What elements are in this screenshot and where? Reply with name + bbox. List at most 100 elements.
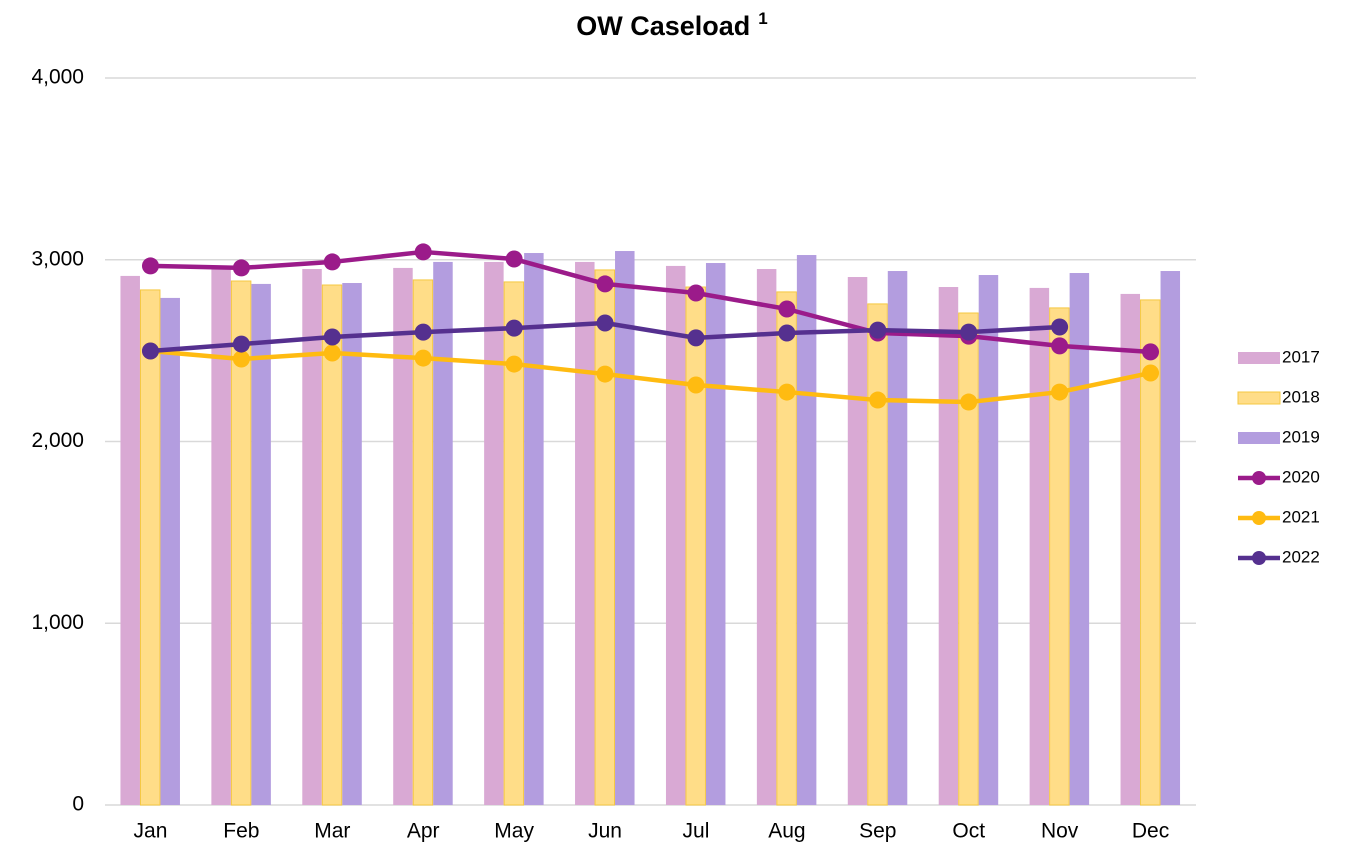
legend-marker (1252, 511, 1266, 525)
bar (1120, 293, 1141, 805)
x-tick-label: Jan (134, 820, 168, 843)
line-marker (960, 393, 978, 411)
legend-swatch (1237, 391, 1281, 405)
line-marker (323, 253, 341, 271)
line-marker (232, 335, 250, 353)
line-marker (505, 250, 523, 268)
line-marker (1142, 343, 1160, 361)
line-marker (141, 342, 159, 360)
lines (141, 243, 1160, 411)
bar (160, 297, 180, 805)
grid (105, 77, 1196, 806)
y-tick-label: 1,000 (31, 611, 84, 634)
line-marker (1142, 364, 1160, 382)
bar (887, 271, 908, 805)
bar (230, 280, 252, 806)
bar (412, 279, 434, 806)
bar (503, 281, 525, 806)
bar (1140, 299, 1161, 806)
line-marker (232, 259, 250, 277)
legend: 2017 2018 2019 2020 2021 2022 (1237, 347, 1320, 566)
bar (575, 261, 595, 805)
line (150, 249, 1151, 355)
x-tick-label: Dec (1132, 820, 1169, 843)
line-marker (414, 243, 432, 261)
x-tick-label: Oct (952, 820, 985, 843)
line-marker (869, 321, 887, 339)
legend-label: 2017 (1282, 347, 1320, 366)
bar (1069, 273, 1090, 805)
line-marker (596, 314, 614, 332)
y-tick-label: 2,000 (31, 429, 84, 452)
bar (484, 261, 504, 805)
chart-title: OW Caseload 1 (576, 9, 768, 41)
line-marker (1051, 383, 1069, 401)
bar (1160, 271, 1181, 805)
y-tick-label: 3,000 (31, 247, 84, 270)
bar (1049, 307, 1070, 806)
bar (958, 312, 979, 806)
line-marker (1051, 318, 1069, 336)
bar (120, 275, 140, 805)
bar (139, 289, 161, 806)
bar (685, 286, 706, 806)
bar (867, 303, 888, 806)
line-marker (505, 319, 523, 337)
line-marker (687, 284, 705, 302)
legend-label: 2019 (1282, 427, 1320, 446)
legend-marker (1252, 471, 1266, 485)
line (150, 348, 1152, 405)
x-tick-label: May (494, 820, 534, 843)
legend-swatch (1238, 432, 1280, 444)
title-text: OW Caseload (576, 11, 750, 41)
line-marker (232, 350, 250, 368)
line-marker (596, 365, 614, 383)
x-tick-label: Apr (407, 820, 440, 843)
bar (342, 283, 362, 805)
bar (665, 265, 686, 805)
title-note: 1 (758, 9, 767, 28)
line-marker (141, 257, 159, 275)
bar (938, 287, 959, 805)
labels: 0 1,000 2,000 3,000 4,000 Jan Feb Mar Apr May Jun J… (31, 66, 1169, 843)
line-marker (596, 275, 614, 293)
line-marker (1051, 337, 1069, 355)
bar (756, 269, 777, 805)
legend-label: 2018 (1282, 387, 1320, 406)
bars (120, 251, 1181, 806)
legend-label: 2021 (1282, 507, 1320, 526)
x-tick-label: Nov (1041, 820, 1079, 843)
line-marker (869, 391, 887, 409)
line-marker (323, 328, 341, 346)
line-marker (778, 383, 796, 401)
bar (302, 269, 322, 805)
line-marker (687, 376, 705, 394)
bar (321, 284, 343, 806)
bar (615, 251, 635, 805)
legend-label: 2020 (1282, 467, 1320, 486)
bar (524, 253, 544, 805)
line-marker (778, 300, 796, 318)
x-tick-label: Jun (588, 820, 622, 843)
bar (847, 277, 868, 805)
line-marker (323, 344, 341, 362)
x-tick-label: Jul (683, 820, 710, 843)
legend-label: 2022 (1282, 547, 1320, 566)
line-marker (778, 324, 796, 342)
bar (978, 275, 999, 806)
line-marker (505, 355, 523, 373)
legend-marker (1252, 551, 1266, 565)
x-tick-label: Aug (768, 820, 805, 843)
bar (594, 269, 616, 806)
x-tick-label: Mar (314, 820, 350, 843)
bar (705, 263, 726, 806)
bar (251, 283, 271, 806)
line-marker (414, 323, 432, 341)
y-tick-label: 0 (72, 793, 84, 816)
legend-swatch (1238, 352, 1280, 364)
line-marker (687, 329, 705, 347)
bar (776, 291, 797, 806)
bar (1029, 287, 1050, 805)
bar (796, 255, 817, 805)
